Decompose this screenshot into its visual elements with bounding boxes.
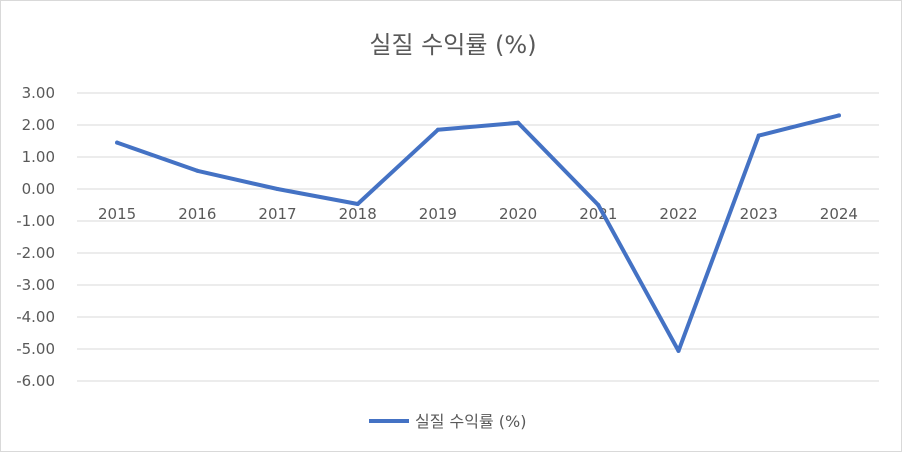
y-tick-label: 2.00 xyxy=(22,116,55,134)
y-tick-label: 1.00 xyxy=(22,148,55,166)
y-tick-label: -1.00 xyxy=(16,212,55,230)
y-tick-label: -3.00 xyxy=(16,276,55,294)
series-group xyxy=(115,113,841,353)
y-tick-label: 0.00 xyxy=(22,180,55,198)
x-axis: 2015 2016 2017 2018 2019 2020 2021 2022 2023 2024 xyxy=(98,205,858,223)
y-tick-label: -5.00 xyxy=(16,340,55,358)
x-tick-label: 2017 xyxy=(258,205,296,223)
x-tick-label: 2015 xyxy=(98,205,136,223)
y-tick-label: -6.00 xyxy=(16,372,55,390)
data-point xyxy=(756,133,761,138)
data-point xyxy=(195,168,200,173)
y-tick-label: -4.00 xyxy=(16,308,55,326)
x-tick-label: 2020 xyxy=(499,205,537,223)
x-tick-label: 2024 xyxy=(820,205,858,223)
x-tick-label: 2016 xyxy=(178,205,216,223)
data-point xyxy=(115,140,120,145)
data-point xyxy=(596,203,601,207)
legend-label: 실질 수익률 (%) xyxy=(415,412,526,431)
x-tick-label: 2022 xyxy=(659,205,697,223)
data-point xyxy=(836,113,841,118)
y-axis: 3.00 2.00 1.00 0.00 -1.00 -2.00 -3.00 -4.00 -5.0… xyxy=(16,84,55,390)
y-tick-label: 3.00 xyxy=(22,84,55,102)
y-tick-label: -2.00 xyxy=(16,244,55,262)
x-tick-label: 2018 xyxy=(339,205,377,223)
x-tick-label: 2019 xyxy=(419,205,457,223)
data-point xyxy=(275,187,280,191)
data-point xyxy=(516,120,521,125)
data-point xyxy=(355,202,360,207)
data-point xyxy=(676,348,681,353)
legend: 실질 수익률 (%) xyxy=(369,412,526,431)
data-point xyxy=(435,127,440,132)
series-line xyxy=(115,113,841,353)
chart-title: 실질 수익률 (%) xyxy=(369,31,536,59)
x-tick-label: 2023 xyxy=(740,205,778,223)
gridlines xyxy=(77,92,879,382)
